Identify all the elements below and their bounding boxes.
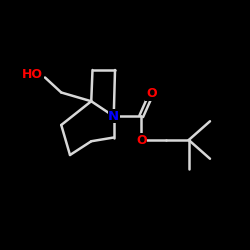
Text: O: O [136, 134, 146, 146]
Text: HO: HO [22, 68, 43, 82]
Text: O: O [146, 87, 156, 100]
Text: N: N [108, 110, 119, 123]
